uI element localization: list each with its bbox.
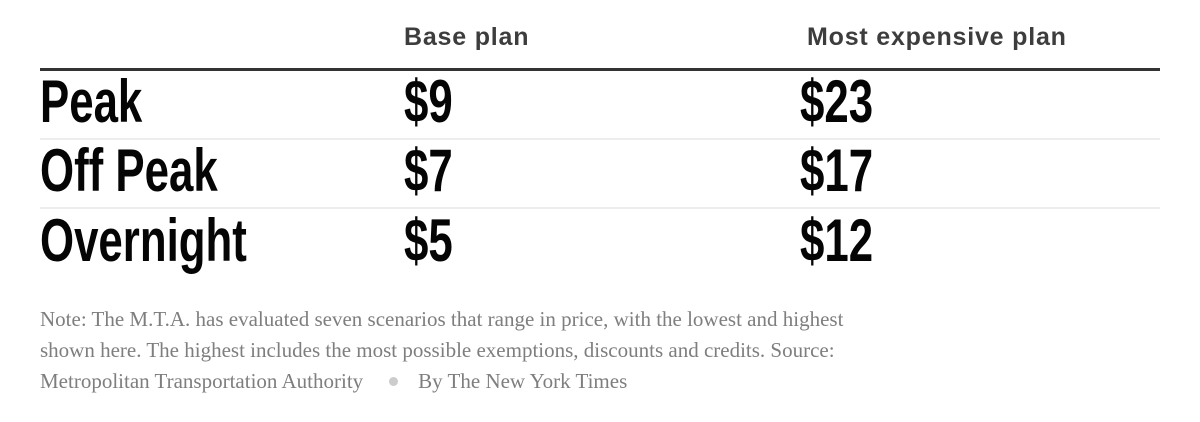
- dot-separator-icon: [389, 377, 399, 386]
- overnight-base-value: $5: [404, 206, 453, 274]
- footnote-line-3: Metropolitan Transportation Authority By…: [40, 366, 1160, 397]
- table-header-row: Base plan Most expensive plan: [40, 0, 1160, 71]
- peak-base-value: $9: [404, 67, 453, 135]
- peak-expensive-value: $23: [800, 67, 874, 135]
- table-row-overnight: Overnight $5 $12: [40, 209, 1160, 278]
- off-peak-base-value: $7: [404, 136, 453, 204]
- header-cell-most-expensive-plan: Most expensive plan: [807, 23, 1067, 51]
- price-table: Base plan Most expensive plan Peak $9 $2…: [40, 0, 1160, 278]
- table-row-peak: Peak $9 $23: [40, 71, 1160, 140]
- byline-text: By The New York Times: [418, 369, 628, 393]
- header-cell-empty: [40, 52, 404, 68]
- footnote-line-1: Note: The M.T.A. has evaluated seven sce…: [40, 307, 844, 331]
- row-label-overnight: Overnight: [40, 206, 247, 274]
- footnote: Note: The M.T.A. has evaluated seven sce…: [40, 304, 1160, 397]
- overnight-expensive-value: $12: [800, 206, 874, 274]
- source-text: Metropolitan Transportation Authority: [40, 369, 364, 393]
- header-cell-base-plan: Base plan: [404, 23, 530, 51]
- row-label-off-peak: Off Peak: [40, 136, 218, 204]
- table-row-off-peak: Off Peak $7 $17: [40, 140, 1160, 209]
- pricing-table-graphic: Base plan Most expensive plan Peak $9 $2…: [40, 0, 1160, 397]
- footnote-line-2: shown here. The highest includes the mos…: [40, 338, 835, 362]
- off-peak-expensive-value: $17: [800, 136, 874, 204]
- row-label-peak: Peak: [40, 67, 143, 135]
